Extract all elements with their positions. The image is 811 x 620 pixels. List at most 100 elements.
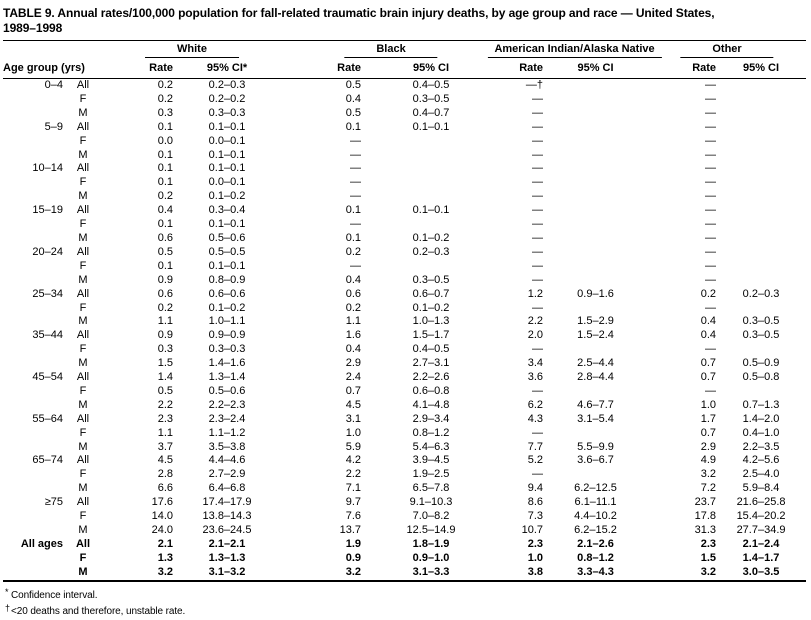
other-rate-cell: — [705, 245, 717, 258]
other-rate-cell: 0.4 [700, 315, 717, 328]
age-group-cell [3, 399, 63, 413]
col-group-black-label: Black [344, 42, 438, 58]
white-ci-cell: 0.0–0.1 [208, 134, 246, 147]
other-rate-cell: — [705, 92, 717, 105]
black-rate-cell: 7.6 [345, 510, 362, 523]
other-ci-cell [716, 274, 806, 288]
other-ci-cell: 0.3–0.5 [742, 315, 780, 328]
age-group-cell: 25–34 [32, 287, 63, 300]
sex-cell: All [76, 371, 90, 384]
white-ci-cell: 13.8–14.3 [202, 510, 252, 523]
footnote-ci: * Confidence interval. [5, 586, 807, 603]
black-rate-cell: 0.4 [345, 273, 362, 286]
col-group-white: White [103, 41, 281, 60]
white-ci-cell: 3.1–3.2 [208, 565, 246, 578]
black-ci-cell: 2.2–2.6 [412, 371, 450, 384]
aian-ci-cell [543, 135, 648, 149]
aian-rate-header: Rate [501, 59, 544, 79]
other-rate-cell: — [705, 343, 717, 356]
black-rate-cell: — [350, 134, 362, 147]
aian-rate-cell: — [532, 343, 544, 356]
white-rate-cell: 0.4 [157, 204, 173, 217]
sex-cell: F [79, 218, 87, 231]
other-rate-cell: — [705, 273, 717, 286]
other-ci-cell [716, 218, 806, 232]
sex-cell: All [76, 245, 90, 258]
black-ci-cell: 0.6–0.7 [412, 287, 450, 300]
white-rate-cell: 24.0 [151, 524, 173, 536]
other-ci-cell: 0.3–0.5 [742, 329, 780, 342]
aian-ci-cell [543, 246, 648, 260]
table-row: M 0.3 0.3–0.3 0.5 0.4–0.7 — — [3, 107, 806, 121]
table-row: F 14.0 13.8–14.3 7.6 7.0–8.2 7.3 4.4–10.… [3, 510, 806, 524]
table-row: M 1.1 1.0–1.1 1.1 1.0–1.3 2.2 1.5–2.9 0.… [3, 315, 806, 329]
white-ci-cell: 1.1–1.2 [208, 426, 246, 439]
black-rate-cell: 1.6 [345, 329, 362, 342]
aian-ci-cell [543, 274, 648, 288]
white-rate-cell: 0.6 [157, 231, 173, 244]
col-group-aian-label: American Indian/Alaska Native [487, 42, 662, 58]
white-rate-cell: 0.2 [157, 190, 173, 203]
black-rate-cell: 7.1 [345, 482, 362, 495]
white-rate-cell: 0.2 [157, 301, 173, 314]
table-row: F 0.2 0.1–0.2 0.2 0.1–0.2 — — [3, 302, 806, 316]
other-rate-cell: — [705, 218, 717, 231]
aian-ci-cell: 2.1–2.6 [577, 537, 614, 550]
other-ci-cell [716, 260, 806, 274]
white-ci-cell: 1.3–1.4 [208, 371, 246, 384]
white-ci-cell: 0.1–0.1 [208, 218, 246, 231]
black-ci-cell [361, 218, 501, 232]
aian-ci-cell: 4.6–7.7 [577, 398, 614, 411]
white-rate-cell: 1.4 [157, 371, 173, 384]
black-rate-cell: 1.0 [345, 426, 362, 439]
white-rate-cell: 1.5 [157, 357, 173, 370]
aian-ci-cell: 0.8–1.2 [577, 551, 614, 564]
aian-rate-cell: 8.6 [527, 496, 544, 509]
aian-ci-cell: 6.2–12.5 [574, 482, 617, 495]
age-group-cell [3, 274, 63, 288]
black-ci-cell: 0.8–1.2 [412, 426, 450, 439]
aian-rate-cell: — [532, 204, 544, 217]
aian-rate-cell: 9.4 [527, 482, 544, 495]
white-ci-cell: 0.9–0.9 [208, 329, 246, 342]
black-rate-cell: — [350, 148, 362, 161]
sex-cell: All [75, 537, 91, 550]
other-rate-cell: — [705, 106, 717, 119]
white-rate-cell: 0.3 [157, 343, 173, 356]
white-ci-cell: 23.6–24.5 [202, 524, 252, 536]
white-rate-cell: 2.1 [157, 537, 173, 550]
white-ci-cell: 1.4–1.6 [208, 357, 246, 370]
sex-cell: M [78, 190, 88, 203]
black-rate-cell: 0.4 [345, 92, 362, 105]
white-rate-cell: 0.1 [157, 120, 173, 133]
other-rate-cell: — [705, 384, 717, 397]
col-group-white-label: White [145, 42, 239, 58]
aian-rate-cell: — [532, 468, 544, 481]
age-group-cell: ≥75 [44, 496, 63, 509]
black-ci-cell: 2.9–3.4 [412, 412, 450, 425]
other-rate-cell: — [705, 301, 717, 314]
other-rate-cell: — [705, 176, 717, 189]
white-rate-cell: 0.1 [157, 176, 173, 189]
other-rate-cell: — [705, 148, 717, 161]
group-spacer [3, 41, 103, 60]
white-rate-cell: 0.0 [157, 134, 173, 147]
white-ci-cell: 4.4–4.6 [208, 454, 246, 467]
other-ci-cell: 0.5–0.8 [742, 371, 780, 384]
footnote-unstable-text: <20 deaths and therefore, unstable rate. [11, 606, 186, 618]
aian-rate-cell: 3.6 [527, 371, 544, 384]
black-ci-cell: 0.3–0.5 [412, 92, 450, 105]
age-group-cell [3, 176, 63, 190]
other-rate-cell: 3.2 [700, 468, 717, 481]
white-rate-cell: 1.3 [157, 551, 173, 564]
black-ci-cell: 0.9–1.0 [412, 551, 450, 564]
table-row: 25–34 All 0.6 0.6–0.6 0.6 0.6–0.7 1.2 0.… [3, 288, 806, 302]
age-group-header: Age group (yrs) [3, 59, 103, 79]
sex-cell: All [76, 287, 90, 300]
black-rate-cell: 4.5 [345, 398, 362, 411]
other-ci-cell [716, 302, 806, 316]
other-rate-cell: 1.0 [700, 398, 717, 411]
aian-rate-cell: — [532, 231, 544, 244]
age-group-cell [3, 135, 63, 149]
aian-rate-cell: — [532, 245, 544, 258]
